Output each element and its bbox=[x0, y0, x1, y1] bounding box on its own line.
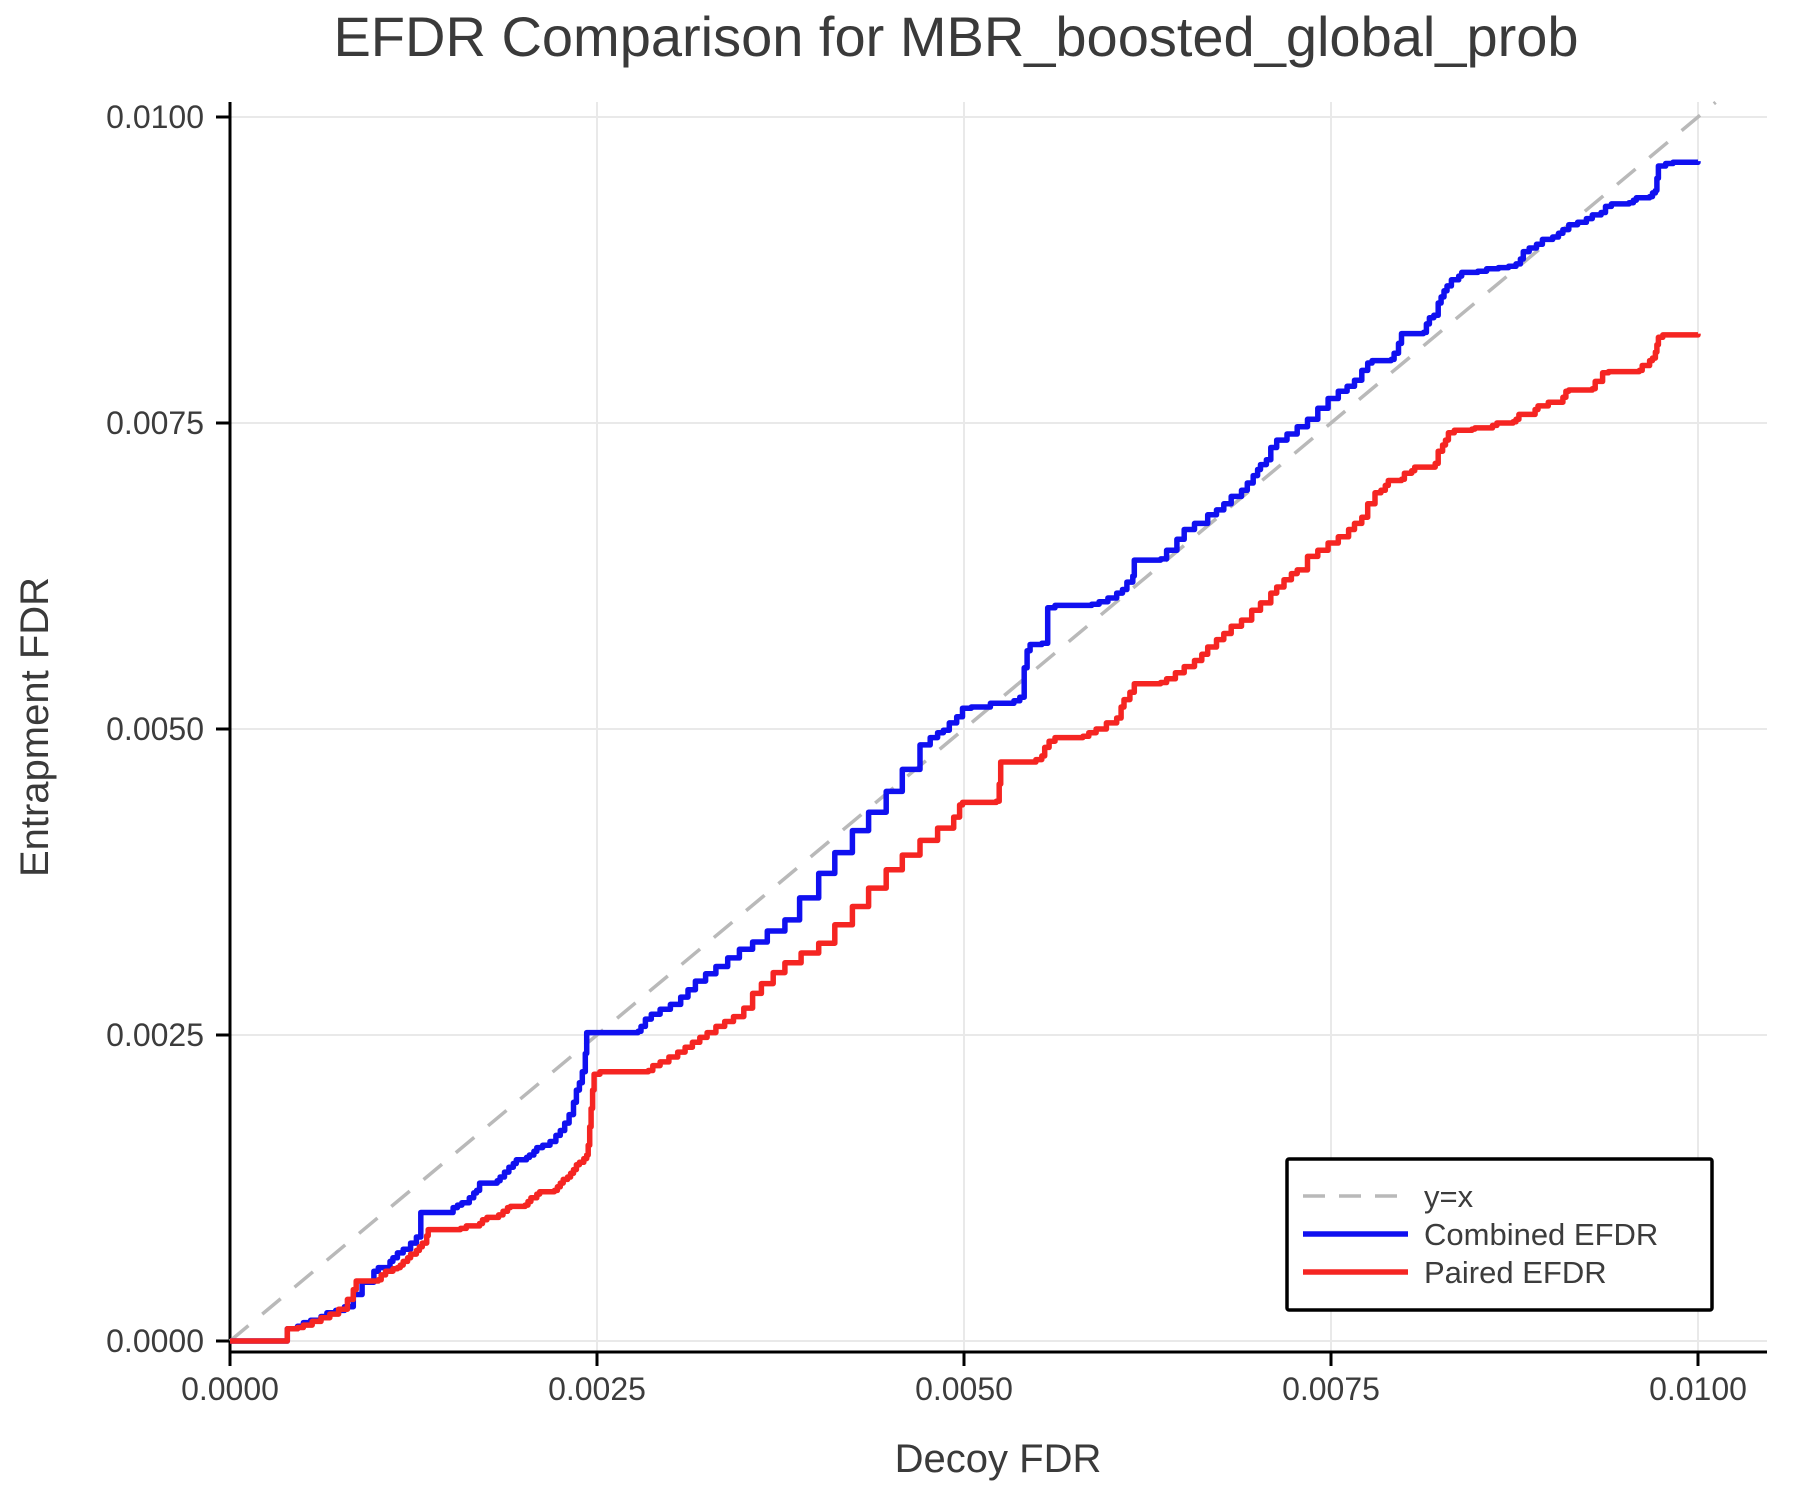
y-tick-label: 0.0050 bbox=[106, 711, 204, 747]
x-tick-label: 0.0050 bbox=[915, 1371, 1013, 1407]
y-tick-label: 0.0100 bbox=[106, 99, 204, 135]
x-axis-label: Decoy FDR bbox=[895, 1437, 1102, 1481]
y-axis-ticks: 0.0000 0.0025 0.0050 0.0075 0.0100 bbox=[106, 99, 230, 1359]
legend-label-combined: Combined EFDR bbox=[1424, 1217, 1658, 1252]
legend-label-yx: y=x bbox=[1424, 1179, 1474, 1214]
x-tick-label: 0.0075 bbox=[1282, 1371, 1380, 1407]
x-tick-label: 0.0100 bbox=[1649, 1371, 1747, 1407]
y-tick-label: 0.0075 bbox=[106, 405, 204, 441]
series-paired-efdr bbox=[230, 332, 1701, 1344]
x-axis-ticks: 0.0000 0.0025 0.0050 0.0075 0.0100 bbox=[181, 1352, 1747, 1407]
plot-series bbox=[228, 100, 1717, 1344]
y-tick-label: 0.0025 bbox=[106, 1017, 204, 1053]
y-axis-label: Entrapment FDR bbox=[13, 577, 57, 877]
legend-label-paired: Paired EFDR bbox=[1424, 1255, 1607, 1290]
x-tick-label: 0.0000 bbox=[181, 1371, 279, 1407]
x-tick-label: 0.0025 bbox=[548, 1371, 646, 1407]
series-combined-efdr bbox=[230, 159, 1701, 1344]
y-tick-label: 0.0000 bbox=[106, 1323, 204, 1359]
chart-title: EFDR Comparison for MBR_boosted_global_p… bbox=[333, 5, 1578, 68]
legend: y=x Combined EFDR Paired EFDR bbox=[1285, 1157, 1714, 1312]
series-y-x bbox=[228, 100, 1717, 1343]
